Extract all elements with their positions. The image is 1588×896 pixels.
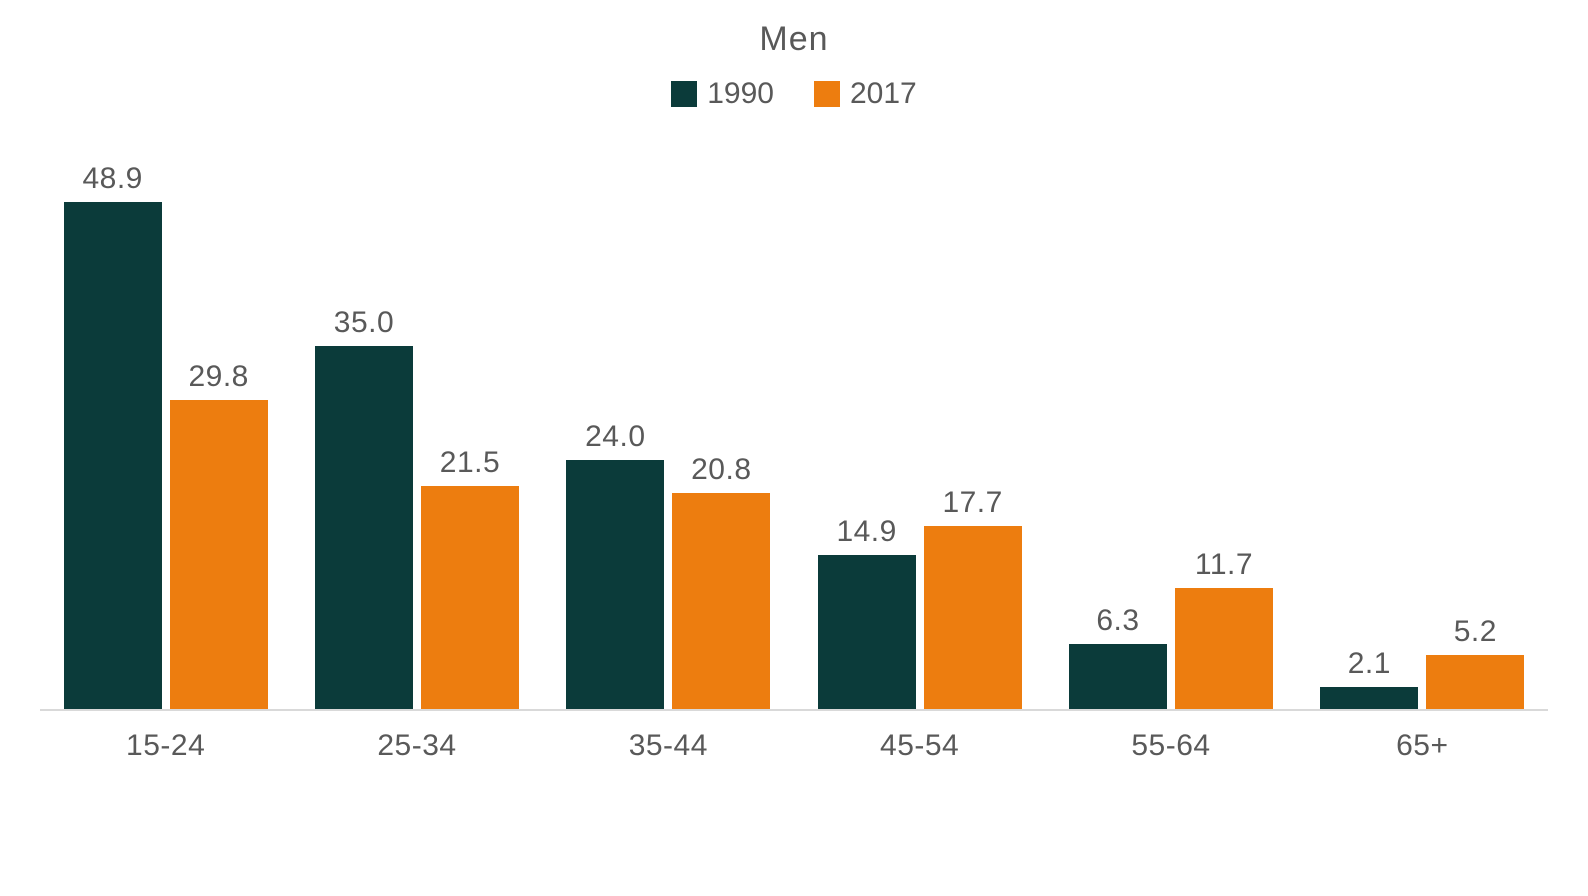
bar-column: 20.8 [672, 453, 770, 709]
legend-label-1990: 1990 [707, 77, 774, 111]
bar-group: 2.1 5.2 [1320, 615, 1524, 709]
bar-group: 14.9 17.7 [818, 486, 1022, 709]
bar [818, 555, 916, 709]
bar [170, 400, 268, 709]
bar-value-label: 20.8 [691, 453, 751, 487]
chart-legend: 1990 2017 [40, 77, 1548, 111]
bar-column: 11.7 [1175, 548, 1273, 709]
bar-column: 6.3 [1069, 604, 1167, 709]
bar [315, 346, 413, 709]
bar-column: 29.8 [170, 360, 268, 709]
bar-value-label: 17.7 [942, 486, 1002, 520]
bar [421, 486, 519, 709]
bar-value-label: 24.0 [585, 420, 645, 454]
x-axis-label: 65+ [1320, 729, 1524, 763]
x-axis-labels: 15-24 25-34 35-44 45-54 55-64 65+ [40, 729, 1548, 763]
bar [1320, 687, 1418, 709]
bar-column: 5.2 [1426, 615, 1524, 709]
bar [924, 526, 1022, 709]
legend-swatch-2017 [814, 81, 840, 107]
bar-value-label: 35.0 [334, 306, 394, 340]
bar-value-label: 2.1 [1348, 647, 1391, 681]
bar-value-label: 11.7 [1195, 548, 1253, 582]
bar [1069, 644, 1167, 709]
x-axis-label: 45-54 [818, 729, 1022, 763]
x-axis-label: 15-24 [64, 729, 268, 763]
bar-group: 6.3 11.7 [1069, 548, 1273, 709]
bar-value-label: 29.8 [188, 360, 248, 394]
bar-chart: Men 1990 2017 48.9 29.8 35.0 21.5 24.0 20.8 14… [0, 0, 1588, 896]
bar-value-label: 6.3 [1096, 604, 1139, 638]
bar-column: 48.9 [64, 162, 162, 709]
x-axis-label: 55-64 [1069, 729, 1273, 763]
x-axis-label: 25-34 [315, 729, 519, 763]
bar [1426, 655, 1524, 709]
bar-column: 14.9 [818, 515, 916, 709]
bar-column: 35.0 [315, 306, 413, 709]
bar-column: 2.1 [1320, 647, 1418, 709]
bar-value-label: 21.5 [440, 446, 500, 480]
bar [1175, 588, 1273, 709]
plot-area: 48.9 29.8 35.0 21.5 24.0 20.8 14.9 17.7 6.3 11.7 2… [40, 141, 1548, 711]
bar-value-label: 14.9 [836, 515, 896, 549]
bar [672, 493, 770, 709]
legend-swatch-1990 [671, 81, 697, 107]
legend-item-1990: 1990 [671, 77, 774, 111]
legend-label-2017: 2017 [850, 77, 917, 111]
x-axis-label: 35-44 [566, 729, 770, 763]
bar-group: 24.0 20.8 [566, 420, 770, 709]
bar-column: 17.7 [924, 486, 1022, 709]
bar [64, 202, 162, 709]
bar-value-label: 48.9 [82, 162, 142, 196]
bar [566, 460, 664, 709]
bar-column: 24.0 [566, 420, 664, 709]
bar-group: 48.9 29.8 [64, 162, 268, 709]
bar-value-label: 5.2 [1454, 615, 1497, 649]
legend-item-2017: 2017 [814, 77, 917, 111]
bar-column: 21.5 [421, 446, 519, 709]
chart-title: Men [40, 20, 1548, 59]
bar-group: 35.0 21.5 [315, 306, 519, 709]
